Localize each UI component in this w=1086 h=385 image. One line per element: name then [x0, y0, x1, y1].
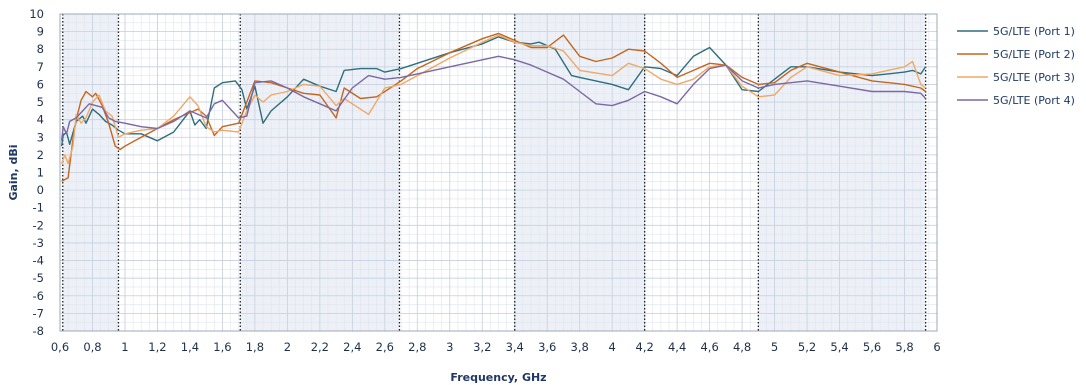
x-tick-label: 5,6 [863, 340, 881, 354]
x-tick-label: 4,6 [700, 340, 718, 354]
y-tick-label: 10 [29, 7, 44, 21]
y-tick-label: -2 [33, 218, 44, 232]
y-tick-label: 6 [37, 77, 44, 91]
y-tick-label: 5 [37, 95, 44, 109]
x-tick-label: 4,4 [668, 340, 686, 354]
x-tick-label: 3 [446, 340, 453, 354]
legend-label-port-2: 5G/LTE (Port 2) [993, 48, 1075, 61]
x-tick-label: 1,2 [148, 340, 166, 354]
x-tick-label: 4 [609, 340, 616, 354]
x-tick-label: 3,2 [473, 340, 491, 354]
y-tick-label: 3 [37, 130, 44, 144]
x-tick-label: 5 [771, 340, 778, 354]
x-tick-label: 2,8 [408, 340, 426, 354]
x-tick-label: 3,4 [506, 340, 524, 354]
x-tick-label: 4,2 [636, 340, 654, 354]
x-tick-label: 1,8 [246, 340, 264, 354]
y-tick-label: 8 [37, 42, 44, 56]
x-tick-label: 0,6 [51, 340, 69, 354]
x-tick-label: 4,8 [733, 340, 751, 354]
x-tick-label: 5,8 [895, 340, 913, 354]
x-tick-label: 2 [284, 340, 291, 354]
x-tick-label: 5,4 [830, 340, 848, 354]
y-tick-label: -5 [33, 271, 44, 285]
plot-border [59, 13, 938, 332]
y-tick-label: -4 [33, 254, 44, 268]
x-tick-label: 1,4 [181, 340, 199, 354]
x-tick-label: 5,2 [798, 340, 816, 354]
x-tick-label: 1 [121, 340, 128, 354]
x-tick-label: 6 [933, 340, 940, 354]
y-axis-title: Gain, dBi [7, 144, 20, 200]
y-tick-label: 0 [37, 183, 44, 197]
y-tick-label: -1 [33, 201, 44, 215]
legend-label-port-4: 5G/LTE (Port 4) [993, 94, 1075, 107]
x-tick-label: 3,8 [571, 340, 589, 354]
x-tick-label: 0,8 [83, 340, 101, 354]
y-tick-label: 7 [37, 60, 44, 74]
y-tick-label: -6 [33, 289, 44, 303]
y-tick-label: 2 [37, 148, 44, 162]
y-tick-label: -3 [33, 236, 44, 250]
x-tick-label: 2,4 [343, 340, 361, 354]
x-tick-label: 3,6 [538, 340, 556, 354]
y-tick-label: -7 [33, 306, 44, 320]
y-tick-label: 9 [37, 25, 44, 39]
legend-label-port-1: 5G/LTE (Port 1) [993, 25, 1075, 38]
legend-label-port-3: 5G/LTE (Port 3) [993, 71, 1075, 84]
x-axis-title: Frequency, GHz [450, 371, 546, 384]
y-tick-label: 1 [37, 166, 44, 180]
x-tick-label: 1,6 [213, 340, 231, 354]
y-tick-label: -8 [33, 324, 44, 338]
x-tick-label: 2,2 [311, 340, 329, 354]
series-line-port-4 [60, 55, 927, 141]
x-tick-label: 2,6 [376, 340, 394, 354]
y-tick-label: 4 [37, 113, 44, 127]
